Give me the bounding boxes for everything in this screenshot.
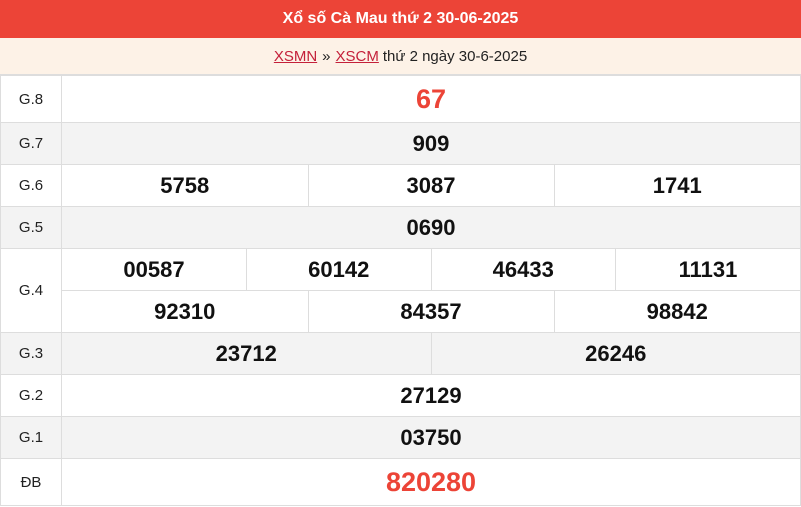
prize-row-g2: G.2 27129 xyxy=(0,374,801,417)
prize-label: G.6 xyxy=(0,164,62,207)
prize-row-g5: G.5 0690 xyxy=(0,206,801,249)
prize-number: 909 xyxy=(61,122,801,165)
prize-row-g1: G.1 03750 xyxy=(0,416,801,459)
results-table: G.8 67 G.7 909 G.6 5758 3087 1741 G.5 06… xyxy=(0,75,801,506)
prize-row-g7: G.7 909 xyxy=(0,122,801,165)
breadcrumb: XSMN » XSCM thứ 2 ngày 30-6-2025 xyxy=(0,38,801,75)
prize-row-g3: G.3 23712 26246 xyxy=(0,332,801,375)
prize-number: 26246 xyxy=(430,333,800,374)
prize-label: ĐB xyxy=(0,458,62,506)
prize-number: 46433 xyxy=(430,249,616,290)
prize-number: 0690 xyxy=(61,206,801,249)
prize-number: 11131 xyxy=(615,249,800,290)
prize-row-g4: G.4 00587 60142 46433 11131 xyxy=(0,248,801,333)
prize-label: G.4 xyxy=(0,248,62,333)
prize-row-g4-second: 92310 84357 98842 xyxy=(1,290,801,333)
prize-row-special: ĐB 820280 xyxy=(0,458,801,506)
prize-label: G.3 xyxy=(0,332,62,375)
breadcrumb-text: thứ 2 ngày 30-6-2025 xyxy=(382,47,528,65)
prize-label: G.7 xyxy=(0,122,62,165)
prize-number: 1741 xyxy=(553,165,800,206)
prize-number: 92310 xyxy=(62,291,309,332)
prize-number: 00587 xyxy=(62,249,247,290)
breadcrumb-link-xsmn[interactable]: XSMN xyxy=(273,47,318,65)
prize-number: 84357 xyxy=(307,291,555,332)
prize-label: G.2 xyxy=(0,374,62,417)
prize-number: 03750 xyxy=(61,416,801,459)
prize-number: 67 xyxy=(61,75,801,123)
prize-label: G.1 xyxy=(0,416,62,459)
prize-number: 23712 xyxy=(62,333,432,374)
prize-row-g6: G.6 5758 3087 1741 xyxy=(0,164,801,207)
prize-number: 3087 xyxy=(307,165,555,206)
breadcrumb-separator: » xyxy=(322,47,331,65)
prize-row-g8: G.8 67 xyxy=(0,75,801,123)
special-prize-number: 820280 xyxy=(61,458,801,506)
breadcrumb-link-xscm[interactable]: XSCM xyxy=(335,47,379,65)
prize-number: 60142 xyxy=(246,249,432,290)
prize-number: 27129 xyxy=(61,374,801,417)
prize-number: 98842 xyxy=(553,291,800,332)
page-title: Xổ số Cà Mau thứ 2 30-06-2025 xyxy=(0,0,801,38)
prize-label: G.5 xyxy=(0,206,62,249)
prize-label: G.8 xyxy=(0,75,62,123)
prize-number: 5758 xyxy=(62,165,309,206)
